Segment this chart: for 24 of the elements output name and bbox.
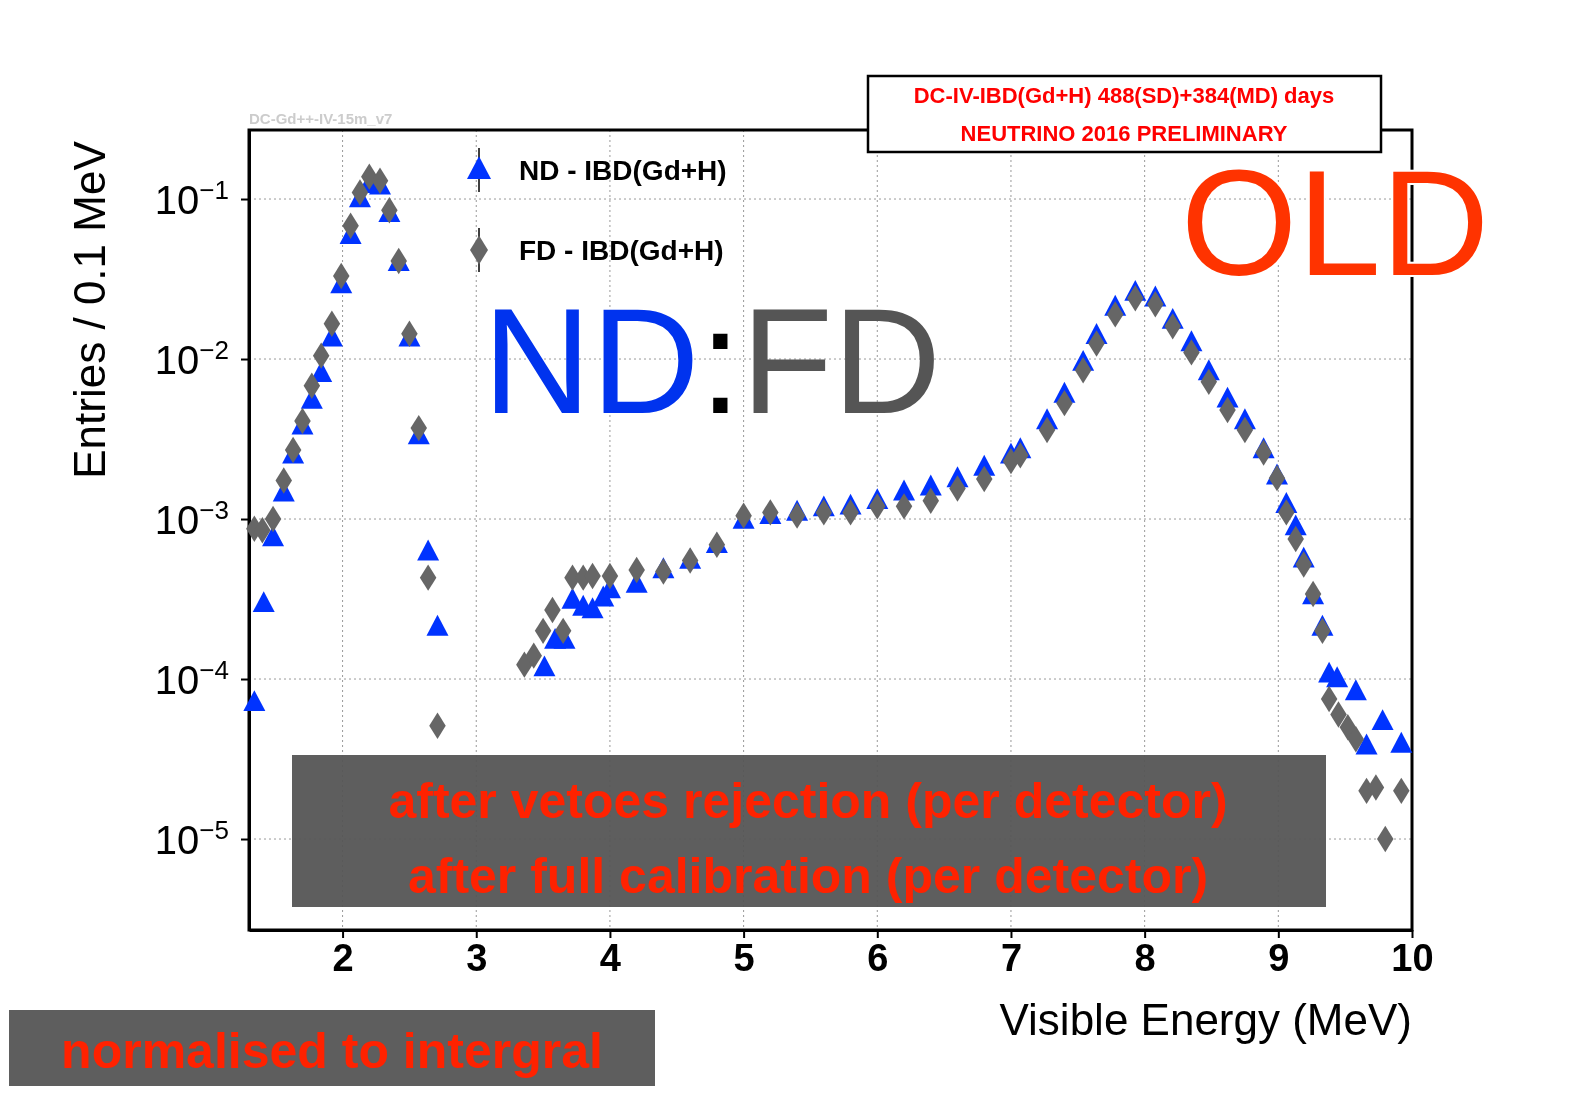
text: DC-IV-IBD(Gd+H) 488(SD)+384(MD) days [913,83,1335,108]
annotation: after full calibration (per detector) [407,848,1209,904]
x-tick-label: 9 [1268,936,1290,979]
y-axis-title: Entries / 0.1 MeV [65,140,114,479]
x-tick-label: 5 [733,936,755,979]
annotation: NEUTRINO 2016 PRELIMINARY [960,121,1288,146]
x-tick-label: 10 [1391,936,1434,979]
text: normalised to intergral [61,1023,603,1079]
x-tick-label: 3 [466,936,488,979]
x-axis-title: Visible Energy (MeV) [999,995,1412,1044]
x-tick-label: 6 [867,936,889,979]
legend-label: FD - IBD(Gd+H) [519,235,724,266]
y-tick-label: 10$^{−1}$ [154,174,229,222]
y-tick-label: 10$^{−5}$ [154,814,229,862]
x-tick-label: 8 [1134,936,1156,979]
y-tick-label: 10$^{−3}$ [154,494,229,542]
annotation: ND:FD [482,277,942,445]
annotation: after vetoes rejection (per detector) [388,773,1228,829]
x-tick-label: 4 [599,936,621,979]
x-tick-label: 2 [332,936,354,979]
legend-label: ND - IBD(Gd+H) [519,155,727,186]
y-tick-label: 10$^{−2}$ [154,334,229,382]
x-tick-label: 7 [1000,936,1023,979]
y-tick-label: 10$^{−4}$ [154,654,229,702]
